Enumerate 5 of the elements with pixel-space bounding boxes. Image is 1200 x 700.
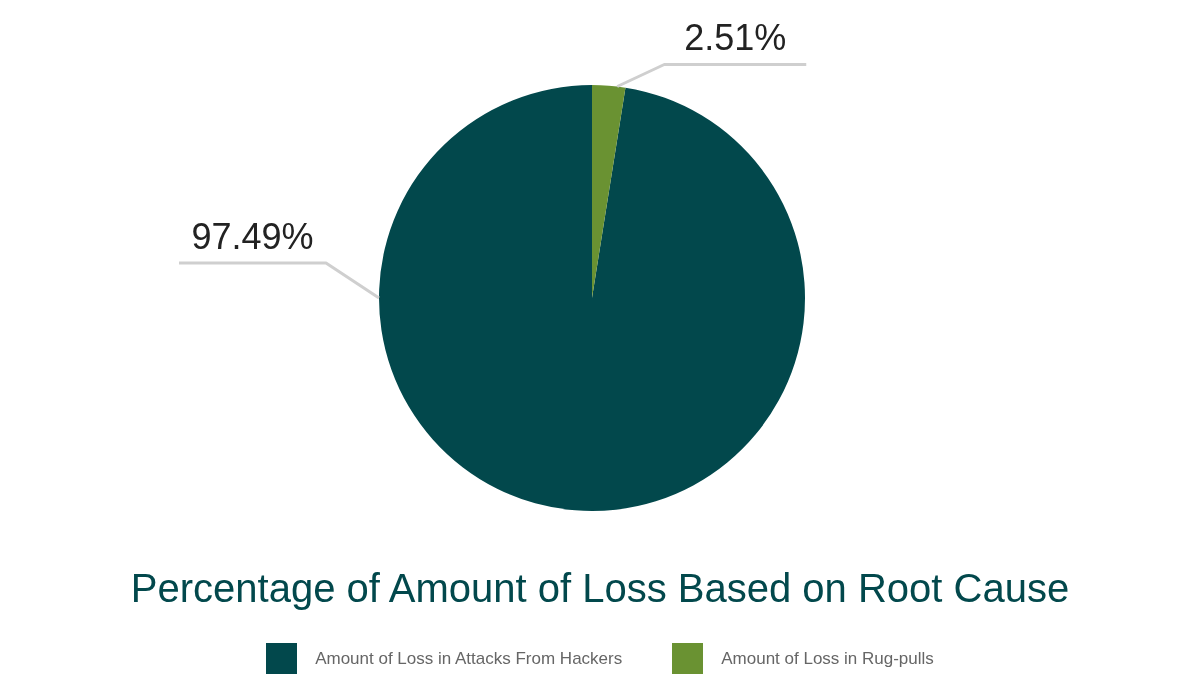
legend-label: Amount of Loss in Rug-pulls — [721, 648, 934, 669]
data-label: 97.49% — [191, 215, 314, 257]
data-label: 2.51% — [684, 17, 787, 59]
text: Percentage of Amount of Loss Based on Root Cause — [129, 566, 1071, 611]
legend-label: Amount of Loss in Attacks From Hackers — [315, 648, 623, 669]
